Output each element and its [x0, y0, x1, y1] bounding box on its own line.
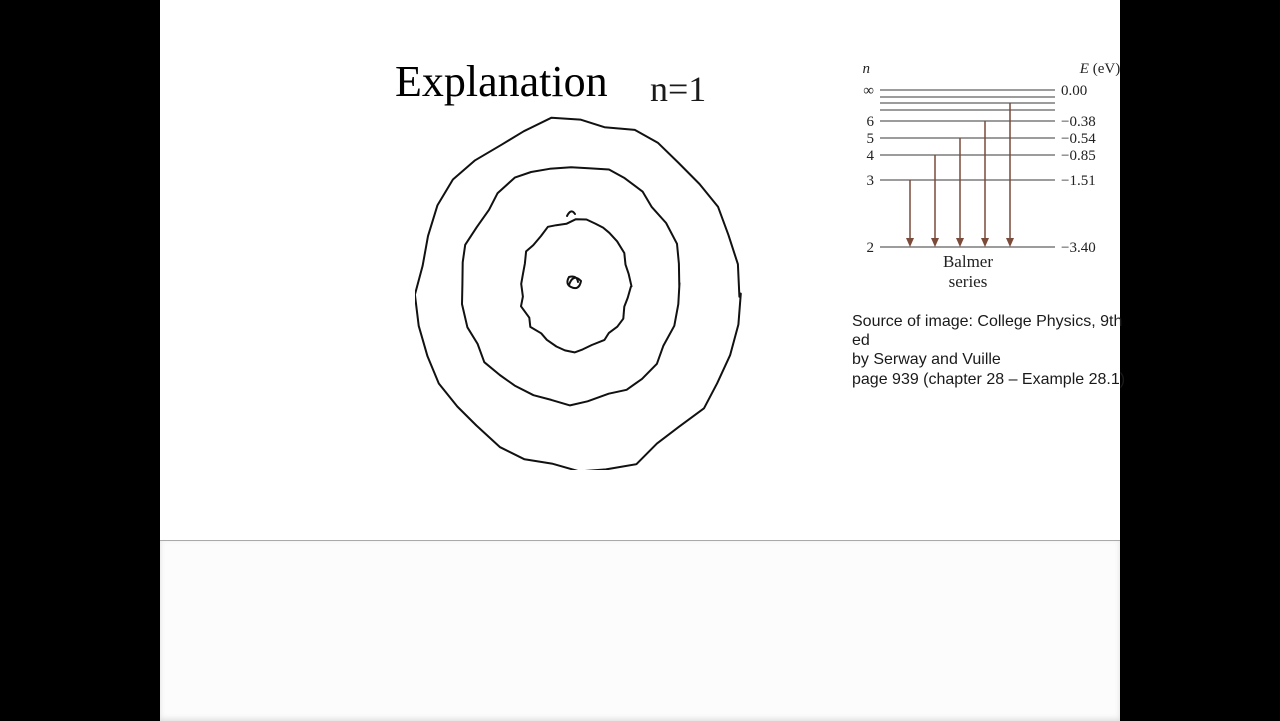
handwritten-annotation: n=1 [650, 68, 706, 110]
credit-line-3: page 939 (chapter 28 – Example 28.1) [852, 370, 1142, 389]
image-credit: Source of image: College Physics, 9th ed… [852, 312, 1142, 389]
energy-level-svg: n E (eV) ∞ 0.00 6 −0.38 5 −0.54 4 −0.85 3 −1.51 2 −3.… [840, 55, 1130, 305]
credit-line-1: Source of image: College Physics, 9th ed [852, 312, 1142, 350]
svg-text:−0.38: −0.38 [1061, 114, 1096, 130]
slide-area: Explanation n=1 n E (eV) ∞ 0.00 6 −0.38 5 −0.54… [160, 0, 1120, 540]
svg-text:−0.54: −0.54 [1061, 131, 1096, 147]
credit-line-2: by Serway and Vuille [852, 350, 1142, 369]
svg-text:series: series [949, 272, 988, 291]
svg-text:n: n [863, 61, 871, 77]
svg-text:0.00: 0.00 [1061, 83, 1087, 99]
slide-title: Explanation [395, 56, 608, 107]
svg-text:3: 3 [867, 173, 875, 189]
svg-text:5: 5 [867, 131, 875, 147]
svg-text:−0.85: −0.85 [1061, 148, 1096, 164]
svg-text:E (eV): E (eV) [1079, 61, 1120, 77]
svg-text:∞: ∞ [863, 83, 874, 99]
svg-text:2: 2 [867, 240, 875, 256]
svg-text:−3.40: −3.40 [1061, 240, 1096, 256]
svg-text:−1.51: −1.51 [1061, 173, 1096, 189]
svg-text:6: 6 [867, 114, 875, 130]
bohr-sketch [415, 110, 755, 470]
svg-text:4: 4 [867, 148, 875, 164]
energy-level-diagram: n E (eV) ∞ 0.00 6 −0.38 5 −0.54 4 −0.85 3 −1.51 2 −3.… [840, 55, 1140, 305]
video-bottom-strip [160, 540, 1120, 721]
svg-text:Balmer: Balmer [943, 252, 993, 271]
